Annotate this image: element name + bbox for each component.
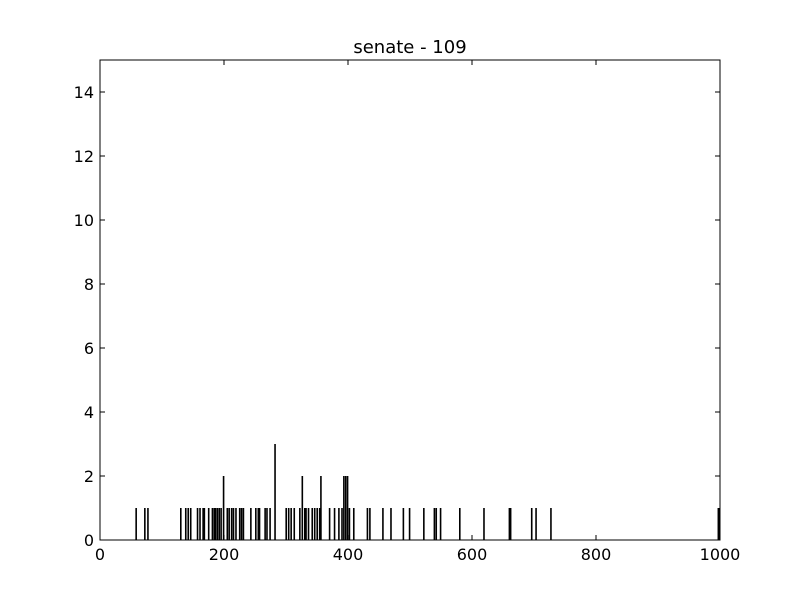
x-tick-label: 600 bbox=[457, 545, 488, 564]
bar bbox=[257, 508, 260, 540]
bar bbox=[213, 508, 216, 540]
bar bbox=[333, 508, 336, 540]
bar bbox=[287, 508, 290, 540]
bar bbox=[218, 508, 221, 540]
y-tick-label: 2 bbox=[84, 467, 94, 486]
bar bbox=[203, 508, 206, 540]
bar bbox=[313, 508, 316, 540]
bar bbox=[135, 508, 137, 540]
bar bbox=[199, 508, 201, 540]
bar bbox=[255, 508, 257, 540]
bar bbox=[717, 508, 720, 540]
bar bbox=[226, 508, 229, 540]
bar bbox=[266, 508, 268, 540]
bar bbox=[196, 508, 199, 540]
bar bbox=[509, 508, 512, 540]
chart-title: senate - 109 bbox=[353, 37, 466, 58]
bar bbox=[338, 508, 340, 540]
bar bbox=[346, 476, 349, 540]
bar bbox=[320, 476, 322, 540]
bar bbox=[238, 508, 241, 540]
bar bbox=[433, 508, 436, 540]
bar bbox=[402, 508, 405, 540]
bar bbox=[382, 508, 384, 540]
bar bbox=[264, 508, 266, 540]
bar bbox=[285, 508, 287, 540]
bar bbox=[344, 476, 347, 540]
bar bbox=[530, 508, 533, 540]
x-tick-label: 400 bbox=[333, 545, 364, 564]
bar bbox=[216, 508, 219, 540]
bar bbox=[232, 508, 235, 540]
bar bbox=[304, 508, 306, 540]
bar bbox=[202, 508, 204, 540]
y-tick-label: 8 bbox=[84, 275, 94, 294]
x-tick-label: 0 bbox=[95, 545, 105, 564]
bar bbox=[222, 476, 225, 540]
y-tick-label: 10 bbox=[74, 211, 94, 230]
bar bbox=[299, 508, 301, 540]
bar bbox=[258, 508, 261, 540]
bar bbox=[348, 508, 351, 540]
y-tick-label: 6 bbox=[84, 339, 94, 358]
bar bbox=[459, 508, 461, 540]
bar bbox=[293, 508, 296, 540]
bar bbox=[390, 508, 392, 540]
bar bbox=[352, 508, 355, 540]
bar bbox=[307, 508, 310, 540]
bar bbox=[311, 508, 314, 540]
bar bbox=[207, 508, 210, 540]
bar bbox=[250, 508, 252, 540]
bar bbox=[341, 508, 343, 540]
bar bbox=[189, 508, 192, 540]
bar bbox=[184, 508, 187, 540]
bar bbox=[435, 508, 438, 540]
bar bbox=[290, 508, 292, 540]
y-tick-label: 12 bbox=[74, 147, 94, 166]
bar bbox=[220, 508, 222, 540]
bar bbox=[187, 508, 190, 540]
bar bbox=[483, 508, 485, 540]
x-tick-label: 200 bbox=[209, 545, 240, 564]
bar bbox=[147, 508, 149, 540]
bar bbox=[369, 508, 371, 540]
bar bbox=[408, 508, 411, 540]
bar bbox=[211, 508, 214, 540]
bars-group bbox=[135, 444, 721, 540]
bar bbox=[423, 508, 425, 540]
y-tick-label: 14 bbox=[74, 83, 94, 102]
bar bbox=[228, 508, 230, 540]
bar bbox=[318, 508, 321, 540]
ticks-group: 0 200 400 600 800 1000 0 2 4 6 8 10 12 14 bbox=[74, 60, 741, 564]
bar bbox=[328, 508, 331, 540]
bar bbox=[180, 508, 182, 540]
bar bbox=[301, 476, 304, 540]
bar bbox=[439, 508, 442, 540]
bar bbox=[508, 508, 511, 540]
bar bbox=[242, 508, 245, 540]
bar bbox=[214, 508, 217, 540]
y-tick-label: 0 bbox=[84, 531, 94, 550]
bar bbox=[343, 476, 345, 540]
bar bbox=[230, 508, 233, 540]
bar bbox=[550, 508, 552, 540]
bar bbox=[366, 508, 369, 540]
y-tick-label: 4 bbox=[84, 403, 94, 422]
bar bbox=[240, 508, 243, 540]
bar bbox=[316, 508, 318, 540]
bar bbox=[144, 508, 146, 540]
bar bbox=[274, 444, 276, 540]
bar bbox=[305, 508, 307, 540]
x-tick-label: 800 bbox=[581, 545, 612, 564]
bar bbox=[269, 508, 271, 540]
bar bbox=[535, 508, 537, 540]
bar bbox=[235, 508, 237, 540]
plot-frame bbox=[99, 59, 721, 541]
x-tick-label: 1000 bbox=[700, 545, 741, 564]
